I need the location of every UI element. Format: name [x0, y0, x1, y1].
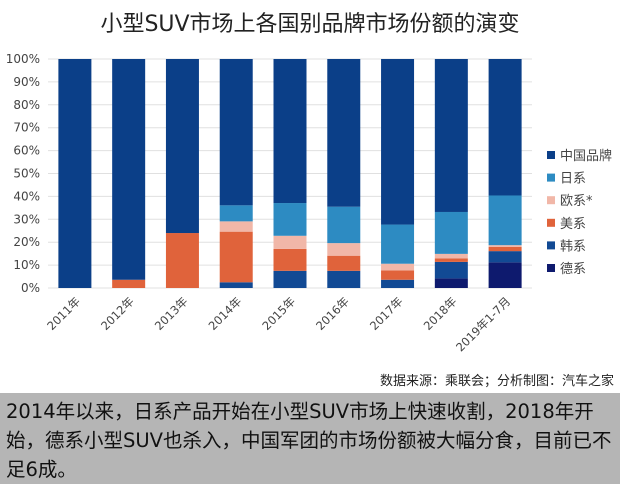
- bar-segment: [434, 59, 468, 212]
- bar-segment: [273, 59, 307, 204]
- legend-label: 日系: [560, 172, 586, 187]
- bar-segment: [165, 59, 199, 234]
- legend-swatch: [547, 264, 555, 272]
- x-tick-label: 2016年: [313, 294, 352, 333]
- x-tick-label: 2011年: [44, 294, 83, 333]
- stacked-bar-chart: 0% 10% 20% 30% 40% 50% 60% 70% 80% 90% 100% 2011年 20…: [6, 52, 612, 354]
- bar-segment: [219, 205, 253, 222]
- bar-segment: [273, 203, 307, 236]
- x-tick-label: 2015年: [259, 294, 298, 333]
- x-tick-label: 2013年: [152, 294, 191, 333]
- bar-segment: [58, 59, 92, 288]
- x-tick-label: 2019年1-7月: [453, 294, 513, 354]
- y-tick-label: 90%: [13, 75, 40, 89]
- bar-segment: [381, 59, 415, 225]
- bar-segment: [434, 261, 468, 279]
- bar-segment: [327, 59, 361, 207]
- bar-segment: [219, 59, 253, 206]
- y-tick-label: 20%: [13, 235, 40, 249]
- x-tick-label: 2012年: [98, 294, 137, 333]
- bar-segment: [273, 248, 307, 271]
- bar-segment: [381, 270, 415, 280]
- bar-segment: [434, 258, 468, 262]
- legend-swatch: [547, 173, 555, 182]
- bar-segment: [273, 270, 307, 288]
- caption-box: 2014年以来，日系产品开始在小型SUV市场上快速收割，2018年开始，德系小型…: [0, 393, 620, 484]
- legend-label: 中国品牌: [560, 148, 612, 164]
- bar-segment: [488, 59, 522, 196]
- y-tick-label: 40%: [13, 189, 40, 203]
- y-tick-label: 70%: [13, 121, 40, 135]
- x-tick-label: 2017年: [367, 294, 406, 333]
- bar-segment: [488, 251, 522, 263]
- legend-swatch: [547, 151, 555, 159]
- bar-segment: [434, 253, 468, 259]
- legend-swatch: [547, 218, 555, 227]
- legend-label: 美系: [560, 217, 586, 232]
- legend-swatch: [547, 196, 555, 205]
- bar-segment: [488, 195, 522, 246]
- bar-segment: [381, 224, 415, 264]
- bar-segment: [327, 270, 361, 288]
- bar-segment: [112, 59, 146, 280]
- bar-segment: [219, 221, 253, 232]
- bar-segment: [488, 246, 522, 252]
- y-tick-label: 0%: [21, 281, 40, 295]
- x-tick-label: 2014年: [206, 294, 245, 333]
- legend-label: 欧系*: [560, 194, 593, 209]
- y-tick-label: 50%: [13, 167, 40, 181]
- y-tick-label: 100%: [6, 52, 40, 66]
- chart-title: 小型SUV市场上各国别品牌市场份额的演变: [100, 12, 520, 37]
- bar-segment: [381, 263, 415, 271]
- legend-label: 德系: [560, 262, 586, 277]
- bar-segment: [434, 211, 468, 254]
- legend-swatch: [547, 241, 555, 250]
- bar-segment: [327, 206, 361, 244]
- bar-segment: [273, 235, 307, 249]
- bar-segment: [434, 278, 468, 288]
- data-source: 数据来源：乘联会；分析制图：汽车之家: [379, 374, 614, 389]
- bar-segment: [488, 245, 522, 247]
- bar-segment: [488, 262, 522, 288]
- bar-segment: [219, 231, 253, 283]
- bar-segment: [327, 243, 361, 256]
- bar-segment: [165, 233, 199, 288]
- y-tick-label: 10%: [13, 258, 40, 272]
- y-tick-label: 30%: [13, 212, 40, 226]
- y-tick-label: 60%: [13, 144, 40, 158]
- y-tick-label: 80%: [13, 98, 40, 112]
- legend-label: 韩系: [560, 239, 586, 254]
- bar-segment: [327, 255, 361, 271]
- bar-segment: [381, 279, 415, 288]
- bar-segment: [219, 282, 253, 288]
- bar-segment: [112, 279, 146, 288]
- x-tick-label: 2018年: [421, 294, 460, 333]
